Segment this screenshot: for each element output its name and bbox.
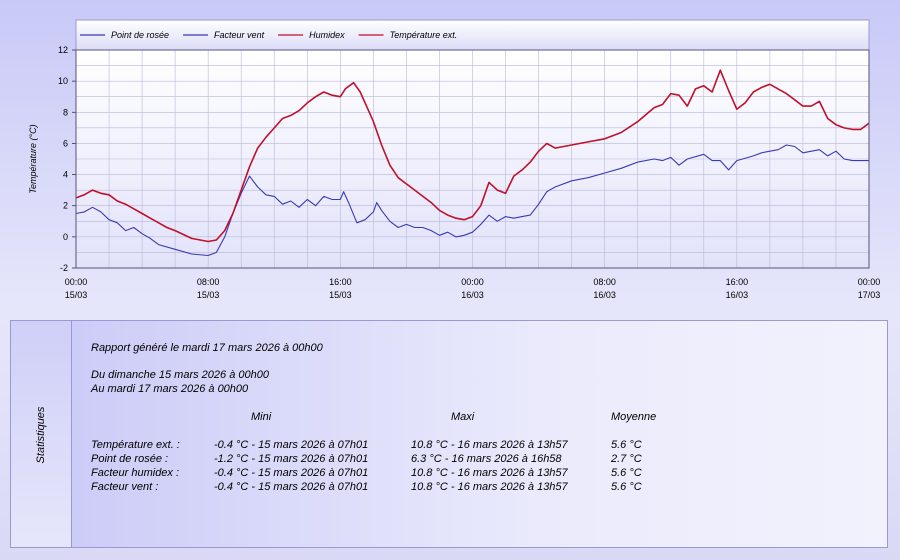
stats-moyenne-cell: 5.6 °C bbox=[611, 481, 642, 493]
x-tick-date-label: 16/03 bbox=[461, 290, 484, 300]
stats-maxi-cell: 6.3 °C - 16 mars 2026 à 16h58 bbox=[411, 453, 562, 465]
y-tick-label: 0 bbox=[63, 232, 68, 242]
x-tick-time-label: 08:00 bbox=[593, 277, 616, 287]
legend-label: Humidex bbox=[309, 30, 345, 40]
header-moyenne: Moyenne bbox=[611, 411, 657, 423]
y-tick-label: 10 bbox=[58, 76, 68, 86]
series-line-facteur-vent bbox=[75, 144, 869, 257]
x-tick-date-label: 15/03 bbox=[65, 290, 88, 300]
stats-label-cell: Température ext. : bbox=[91, 439, 180, 451]
series-line-temp-rature-ext- bbox=[75, 69, 870, 243]
x-tick-time-label: 08:00 bbox=[197, 277, 220, 287]
header-mini: Mini bbox=[251, 411, 272, 423]
y-axis-title: Température (°C) bbox=[28, 124, 38, 193]
x-tick-time-label: 16:00 bbox=[329, 277, 352, 287]
legend-label: Température ext. bbox=[390, 30, 458, 40]
stats-section-label: Statistiques bbox=[35, 406, 47, 464]
x-tick-date-label: 16/03 bbox=[726, 290, 749, 300]
temperature-chart: -2 0 2 4 6 8 10 12 00:00 15/03 08:00 15/03 16:00 15/0… bbox=[28, 19, 881, 300]
y-tick-label: 2 bbox=[63, 201, 68, 211]
period-from-text: Du dimanche 15 mars 2026 à 00h00 bbox=[91, 369, 269, 381]
report-generated-text: Rapport généré le mardi 17 mars 2026 à 0… bbox=[91, 342, 323, 354]
stats-label-cell: Point de rosée : bbox=[91, 453, 169, 465]
legend-label: Facteur vent bbox=[214, 30, 265, 40]
stats-mini-cell: -1.2 °C - 15 mars 2026 à 07h01 bbox=[214, 453, 369, 465]
x-tick-time-label: 16:00 bbox=[726, 277, 749, 287]
stats-moyenne-cell: 5.6 °C bbox=[611, 439, 642, 451]
stats-label-cell: Facteur vent : bbox=[91, 481, 159, 493]
x-tick-time-label: 00:00 bbox=[461, 277, 484, 287]
stats-maxi-cell: 10.8 °C - 16 mars 2026 à 13h57 bbox=[411, 467, 568, 479]
stats-moyenne-cell: 2.7 °C bbox=[611, 453, 642, 465]
x-tick-date-label: 15/03 bbox=[329, 290, 352, 300]
stats-moyenne-cell: 5.6 °C bbox=[611, 467, 642, 479]
y-tick-label: -2 bbox=[60, 263, 68, 273]
y-tick-label: 8 bbox=[63, 107, 68, 117]
x-tick-date-label: 15/03 bbox=[197, 290, 220, 300]
y-tick-label: 4 bbox=[63, 170, 68, 180]
stats-panel: Statistiques Rapport généré le mardi 17 … bbox=[10, 320, 888, 548]
x-tick-date-label: 16/03 bbox=[593, 290, 616, 300]
stats-mini-cell: -0.4 °C - 15 mars 2026 à 07h01 bbox=[214, 439, 369, 451]
stats-mini-cell: -0.4 °C - 15 mars 2026 à 07h01 bbox=[214, 481, 369, 493]
stats-maxi-cell: 10.8 °C - 16 mars 2026 à 13h57 bbox=[411, 481, 568, 493]
legend-label: Point de rosée bbox=[111, 30, 169, 40]
header-maxi: Maxi bbox=[451, 411, 475, 423]
y-tick-label: 6 bbox=[63, 138, 68, 148]
x-tick-date-label: 17/03 bbox=[858, 290, 881, 300]
y-tick-label: 12 bbox=[58, 45, 68, 55]
stats-label-cell: Facteur humidex : bbox=[91, 467, 180, 479]
x-tick-time-label: 00:00 bbox=[65, 277, 88, 287]
period-to-text: Au mardi 17 mars 2026 à 00h00 bbox=[91, 383, 249, 395]
legend-box bbox=[75, 19, 870, 51]
stats-side-bar: Statistiques bbox=[11, 321, 72, 547]
stats-mini-cell: -0.4 °C - 15 mars 2026 à 07h01 bbox=[214, 467, 369, 479]
stats-maxi-cell: 10.8 °C - 16 mars 2026 à 13h57 bbox=[411, 439, 568, 451]
x-tick-time-label: 00:00 bbox=[858, 277, 881, 287]
plot-frame bbox=[75, 49, 870, 269]
